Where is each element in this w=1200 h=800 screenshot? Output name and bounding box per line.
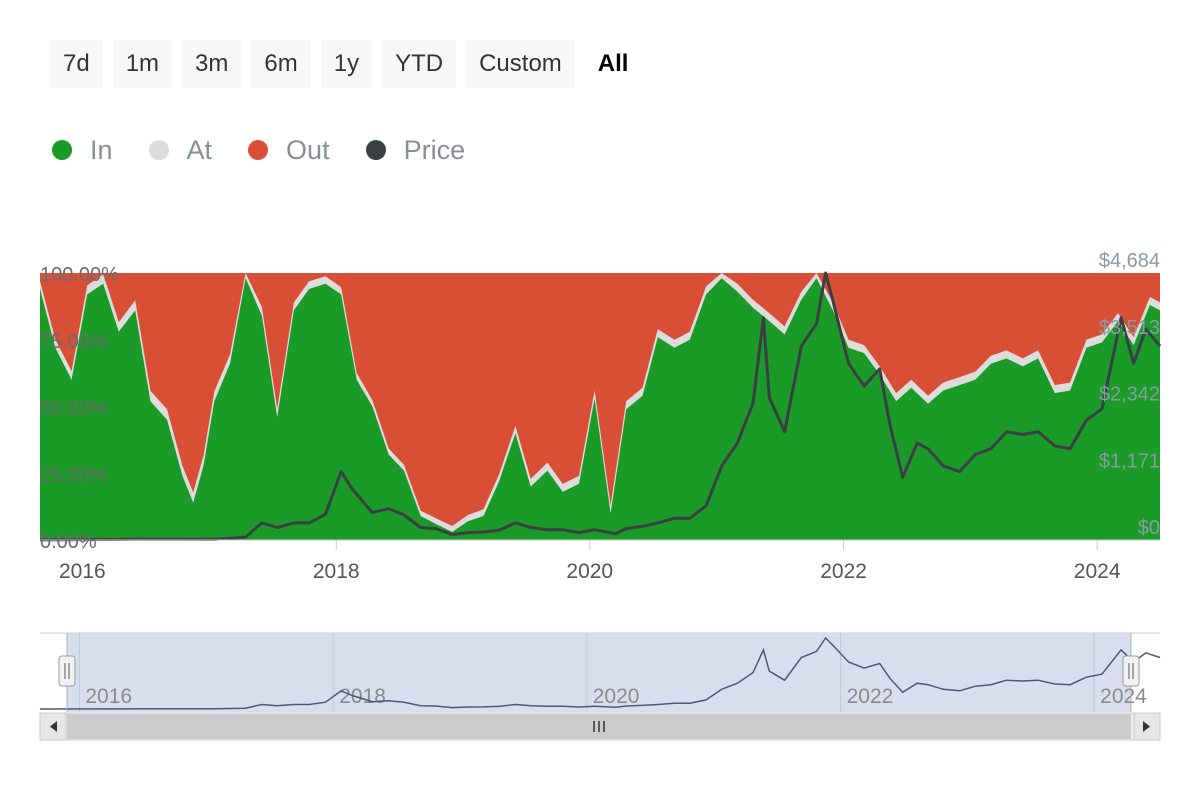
range-button-1y[interactable]: 1y — [320, 40, 373, 88]
legend-label: At — [186, 134, 213, 165]
range-selector: 7d 1m 3m 6m 1y YTD Custom All — [50, 40, 641, 88]
y-left-tick-label: 100.00% — [40, 264, 119, 286]
drag-handle-icon[interactable] — [58, 655, 76, 687]
legend-marker-icon — [52, 140, 72, 160]
drag-handle-icon[interactable] — [1122, 655, 1140, 687]
legend-marker-icon — [365, 140, 386, 160]
range-button-3m[interactable]: 3m — [182, 40, 242, 88]
axes: 2016 2018 2020 2022 2024 0.00% 25.00% 50.00% 75.… — [40, 250, 1160, 583]
legend-label: Out — [286, 134, 330, 165]
x-tick-label: 2020 — [566, 560, 613, 583]
navigator: 2016 2018 2020 2022 2024 — [39, 632, 1161, 741]
y-right-tick-label: $1,171 — [1099, 450, 1160, 472]
legend-item-out[interactable]: Out — [248, 128, 330, 172]
navigator-tick-label: 2016 — [85, 685, 132, 708]
y-left-tick-label: 75.00% — [40, 331, 108, 353]
arrow-left-icon — [50, 721, 57, 732]
x-tick-label: 2022 — [820, 560, 867, 583]
navigator-handle-left[interactable] — [58, 655, 76, 687]
series-in-area — [40, 278, 1160, 540]
y-left-tick-label: 25.00% — [40, 464, 108, 486]
chart-legend: In At Out Price — [52, 128, 465, 172]
legend-label: Price — [403, 134, 466, 165]
y-left-tick-label: 0.00% — [40, 531, 97, 553]
y-right-tick-label: $0 — [1138, 517, 1160, 539]
main-plot — [39, 271, 1162, 542]
navigator-tick-label: 2022 — [847, 685, 894, 708]
legend-item-price[interactable]: Price — [365, 128, 466, 172]
navigator-tick-label: 2024 — [1100, 685, 1147, 708]
navigator-handle-right[interactable] — [1122, 655, 1140, 687]
navigator-price-line — [39, 636, 1161, 710]
navigator-tick-label: 2020 — [593, 685, 640, 708]
navigator-tick-label: 2018 — [339, 685, 386, 708]
y-right-tick-label: $2,342 — [1099, 384, 1160, 406]
range-button-ytd[interactable]: YTD — [382, 40, 457, 88]
arrow-right-icon — [1143, 721, 1150, 732]
x-tick-label: 2016 — [59, 560, 106, 583]
y-right-tick-label: $4,684 — [1099, 250, 1160, 272]
scroll-left-button[interactable] — [39, 712, 67, 741]
x-tick-label: 2024 — [1074, 560, 1121, 583]
legend-label: In — [90, 134, 113, 165]
range-button-7d[interactable]: 7d — [50, 40, 103, 88]
range-button-1m[interactable]: 1m — [112, 40, 173, 88]
range-button-all[interactable]: All — [597, 50, 629, 77]
y-right-tick-label: $3,513 — [1099, 317, 1160, 339]
y-left-tick-label: 50.00% — [40, 398, 108, 420]
range-button-custom[interactable]: Custom — [466, 40, 575, 88]
legend-marker-icon — [248, 140, 269, 160]
range-button-6m[interactable]: 6m — [251, 40, 311, 88]
legend-marker-icon — [148, 140, 169, 160]
legend-item-in[interactable]: In — [52, 128, 113, 172]
legend-item-at[interactable]: At — [148, 128, 213, 172]
navigator-selection-mask[interactable] — [67, 633, 1131, 712]
series-price-line — [39, 271, 1162, 542]
x-tick-label: 2018 — [313, 560, 360, 583]
